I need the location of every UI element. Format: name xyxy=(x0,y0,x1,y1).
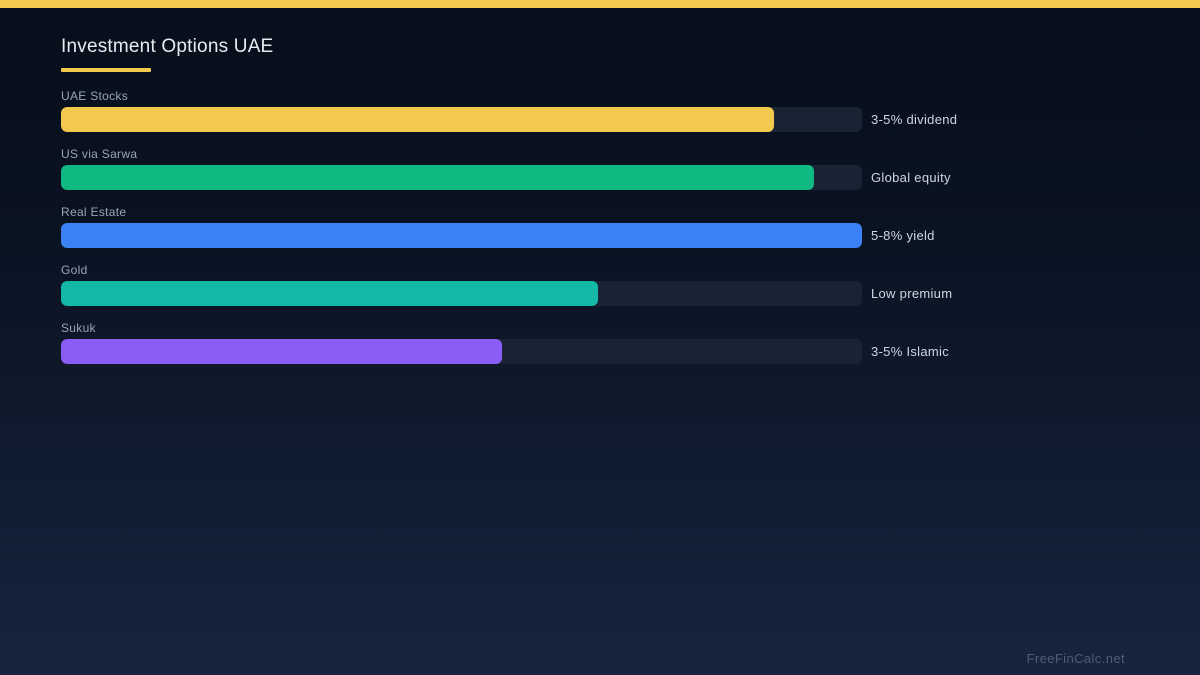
bar-fill xyxy=(61,223,862,248)
bar-line: 3-5% Islamic xyxy=(61,339,1200,364)
bar-fill xyxy=(61,281,598,306)
bar-track xyxy=(61,107,862,132)
bar-chart: UAE Stocks 3-5% dividend US via Sarwa Gl… xyxy=(61,89,1200,364)
bar-annotation: 5-8% yield xyxy=(871,228,935,243)
bar-annotation: Low premium xyxy=(871,286,953,301)
bar-line: Low premium xyxy=(61,281,1200,306)
page-title: Investment Options UAE xyxy=(61,36,274,57)
bar-row: US via Sarwa Global equity xyxy=(61,147,1200,190)
bar-fill xyxy=(61,165,814,190)
bar-row: Gold Low premium xyxy=(61,263,1200,306)
bar-label: US via Sarwa xyxy=(61,147,138,161)
watermark: FreeFinCalc.net xyxy=(1026,651,1125,666)
title-underline xyxy=(61,68,151,72)
bar-annotation: 3-5% Islamic xyxy=(871,344,950,359)
bar-fill xyxy=(61,107,774,132)
bar-label: Real Estate xyxy=(61,205,127,219)
bar-line: 3-5% dividend xyxy=(61,107,1200,132)
bar-track xyxy=(61,165,862,190)
bar-track xyxy=(61,223,862,248)
bar-track xyxy=(61,339,862,364)
bar-annotation: 3-5% dividend xyxy=(871,112,958,127)
bar-label: UAE Stocks xyxy=(61,89,129,103)
bar-row: Real Estate 5-8% yield xyxy=(61,205,1200,248)
bar-track xyxy=(61,281,862,306)
bar-fill xyxy=(61,339,502,364)
bar-row: Sukuk 3-5% Islamic xyxy=(61,321,1200,364)
bar-line: Global equity xyxy=(61,165,1200,190)
bar-label: Gold xyxy=(61,263,88,277)
bar-line: 5-8% yield xyxy=(61,223,1200,248)
bar-annotation: Global equity xyxy=(871,170,951,185)
bar-row: UAE Stocks 3-5% dividend xyxy=(61,89,1200,132)
top-accent-bar xyxy=(0,0,1200,8)
bar-label: Sukuk xyxy=(61,321,96,335)
chart-panel: Investment Options UAE UAE Stocks 3-5% d… xyxy=(61,8,1200,379)
